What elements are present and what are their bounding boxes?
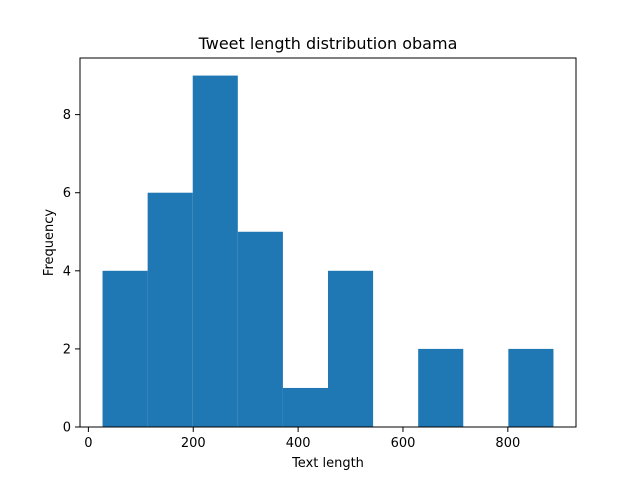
y-axis-label: Frequency <box>42 209 57 276</box>
y-tick-label: 2 <box>63 342 71 357</box>
histogram-bar <box>102 270 148 427</box>
chart-title: Tweet length distribution obama <box>198 34 458 53</box>
x-tick-label: 400 <box>286 436 311 451</box>
histogram-bar <box>237 231 283 427</box>
y-axis-ticks: 0 2 4 6 8 <box>63 108 80 436</box>
x-axis-ticks: 0 200 400 600 800 <box>84 427 520 451</box>
histogram-bar <box>192 75 238 428</box>
histogram-bar <box>328 270 374 427</box>
y-tick-label: 6 <box>63 186 71 201</box>
plot-area-frame <box>79 57 577 428</box>
histogram-bar <box>418 348 464 427</box>
histogram-bar <box>508 348 554 427</box>
y-tick-label: 4 <box>63 264 71 279</box>
y-tick-label: 0 <box>63 421 71 436</box>
y-tick-label: 8 <box>63 108 71 123</box>
x-tick-label: 800 <box>495 436 520 451</box>
histogram-bar <box>282 387 328 427</box>
x-axis-label: Text length <box>291 456 364 471</box>
x-tick-label: 600 <box>391 436 416 451</box>
x-tick-label: 200 <box>181 436 206 451</box>
x-tick-label: 0 <box>84 436 92 451</box>
histogram-bar <box>147 192 193 427</box>
bars-group <box>102 75 554 428</box>
